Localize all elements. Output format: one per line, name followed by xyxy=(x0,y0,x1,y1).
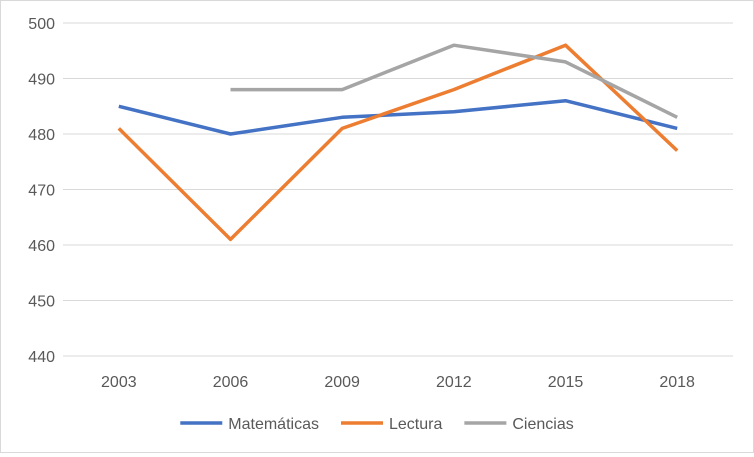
series-lines xyxy=(117,43,679,242)
y-tick-label: 470 xyxy=(28,183,55,200)
y-tick-label: 490 xyxy=(28,72,55,89)
y-tick-label: 500 xyxy=(28,16,55,33)
y-tick-label: 460 xyxy=(28,238,55,255)
series-line-lectura xyxy=(117,43,679,242)
y-tick-label: 450 xyxy=(28,294,55,311)
legend-label-ciencias: Ciencias xyxy=(512,416,573,433)
gridlines xyxy=(63,22,733,357)
y-tick-label: 480 xyxy=(28,127,55,144)
legend: Matemáticas Lectura Ciencias xyxy=(180,416,574,433)
y-tick-label: 440 xyxy=(28,349,55,366)
x-tick-label: 2009 xyxy=(324,374,360,391)
x-tick-label: 2018 xyxy=(659,374,695,391)
legend-label-matematicas: Matemáticas xyxy=(228,416,319,433)
legend-label-lectura: Lectura xyxy=(389,416,442,433)
y-axis-ticks: 440 450 460 470 480 490 500 xyxy=(28,16,55,366)
x-tick-label: 2003 xyxy=(101,374,137,391)
x-tick-label: 2012 xyxy=(436,374,472,391)
x-axis-ticks: 2003 2006 2009 2012 2015 2018 xyxy=(101,374,695,391)
x-tick-label: 2006 xyxy=(213,374,249,391)
series-line-matematicas xyxy=(118,98,678,136)
series-line-ciencias xyxy=(230,43,678,119)
x-tick-label: 2015 xyxy=(548,374,584,391)
